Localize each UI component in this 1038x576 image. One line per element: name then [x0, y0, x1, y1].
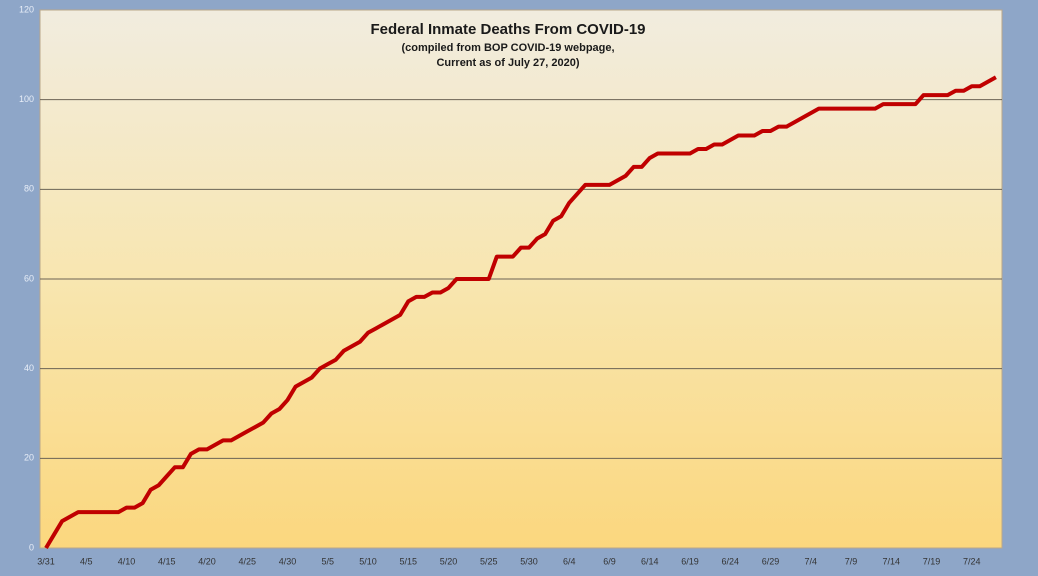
y-tick-label: 80: [24, 184, 34, 194]
x-tick-label: 4/30: [279, 556, 297, 566]
x-tick-label: 7/24: [963, 556, 981, 566]
x-tick-label: 6/9: [603, 556, 616, 566]
x-tick-label: 4/20: [198, 556, 216, 566]
y-tick-label: 40: [24, 363, 34, 373]
x-tick-label: 4/10: [118, 556, 136, 566]
x-tick-label: 4/25: [238, 556, 256, 566]
chart-subtitle: Current as of July 27, 2020): [436, 57, 579, 69]
x-tick-label: 7/9: [845, 556, 858, 566]
y-tick-label: 20: [24, 453, 34, 463]
y-tick-label: 60: [24, 273, 34, 283]
y-tick-label: 120: [19, 4, 34, 14]
y-tick-label: 100: [19, 94, 34, 104]
x-tick-label: 6/14: [641, 556, 659, 566]
x-tick-label: 7/14: [882, 556, 900, 566]
x-tick-label: 4/5: [80, 556, 93, 566]
x-tick-label: 5/15: [399, 556, 417, 566]
chart-subtitle: (compiled from BOP COVID-19 webpage,: [401, 42, 614, 54]
x-tick-label: 7/19: [923, 556, 941, 566]
x-tick-label: 5/10: [359, 556, 377, 566]
x-tick-label: 6/29: [762, 556, 780, 566]
x-tick-label: 5/20: [440, 556, 458, 566]
x-tick-label: 5/25: [480, 556, 498, 566]
chart-title: Federal Inmate Deaths From COVID-19: [370, 21, 645, 38]
x-tick-label: 5/5: [321, 556, 334, 566]
y-tick-label: 0: [29, 542, 34, 552]
x-tick-label: 6/24: [721, 556, 739, 566]
data-line: [44, 75, 997, 550]
x-tick-label: 3/31: [37, 556, 55, 566]
x-tick-label: 5/30: [520, 556, 538, 566]
x-tick-label: 7/4: [804, 556, 817, 566]
x-tick-label: 4/15: [158, 556, 176, 566]
x-tick-label: 6/19: [681, 556, 699, 566]
x-tick-label: 6/4: [563, 556, 576, 566]
